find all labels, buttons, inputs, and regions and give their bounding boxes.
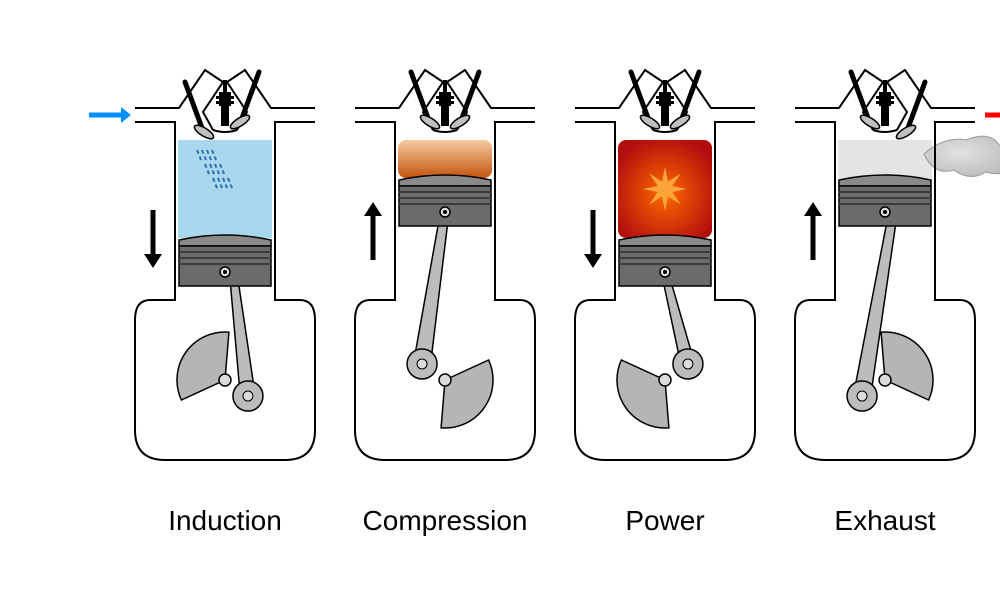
crank [407, 210, 493, 428]
stroke-compression: Compression [355, 70, 535, 536]
stroke-label: Exhaust [834, 505, 935, 536]
stroke-label: Compression [363, 505, 528, 536]
crank [847, 210, 933, 411]
stroke-label: Power [625, 505, 704, 536]
piston [399, 175, 491, 226]
crank [177, 270, 263, 411]
four-stroke-diagram: Induction Compression Power Exhaust [0, 0, 1000, 590]
piston [619, 235, 711, 286]
stroke-label: Induction [168, 505, 282, 536]
stroke-power: Power [575, 70, 755, 536]
stroke-induction: Induction [89, 70, 315, 536]
crank [617, 270, 703, 428]
piston [179, 235, 271, 286]
piston [839, 175, 931, 226]
stroke-exhaust: Exhaust [795, 70, 1000, 536]
